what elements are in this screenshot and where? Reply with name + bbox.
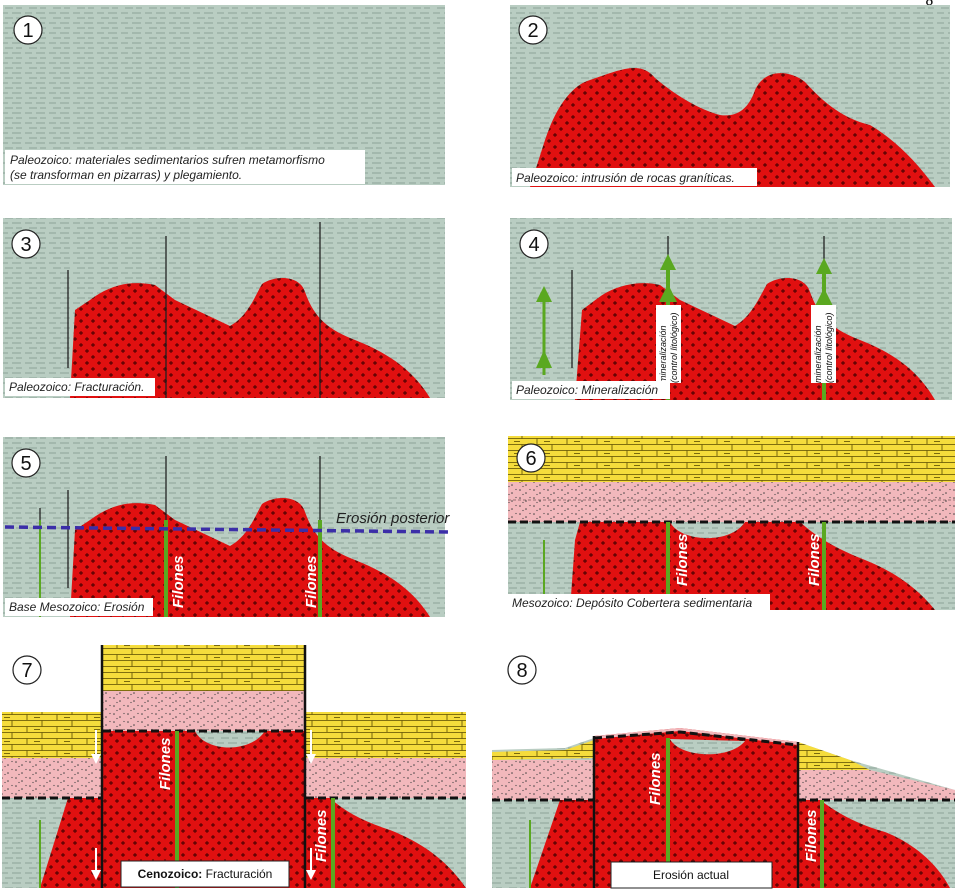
displacement-arrows xyxy=(91,730,316,880)
limestone-layer xyxy=(103,645,305,691)
step-number-badge xyxy=(518,15,548,45)
panel-2: 2 Paleozoico: intrusión de rocas graníti… xyxy=(510,5,950,187)
step-number-badge xyxy=(13,15,43,45)
caption: Cenozoico: Fracturación xyxy=(138,867,273,881)
step-number-badge xyxy=(11,229,41,259)
panel-8: Filones Filones 8 Erosión actual xyxy=(492,655,955,889)
step-number: 1 xyxy=(22,20,33,42)
caption: Paleozoico: Mineralización xyxy=(516,383,658,397)
panel-1: 1 Paleozoico: materiales sedimentarios s… xyxy=(3,5,445,185)
step-number: 7 xyxy=(21,660,32,682)
faults xyxy=(100,645,307,888)
sandstone-layer xyxy=(798,770,955,800)
granite-body xyxy=(2,798,102,888)
caption-box xyxy=(5,378,155,396)
vein-label: Filones xyxy=(674,533,691,586)
granite-body xyxy=(594,728,798,888)
step-number-badge xyxy=(519,229,549,259)
granite-body xyxy=(306,798,466,888)
sandstone-layer xyxy=(2,758,102,798)
sandstone-layer xyxy=(508,482,955,522)
step-number-badge xyxy=(507,655,537,685)
granite-body xyxy=(798,800,950,888)
caption-box xyxy=(512,168,757,186)
caption-box xyxy=(5,598,153,616)
panel-4: mineralización (control litológico) mine… xyxy=(510,218,952,400)
slate-remnant xyxy=(670,522,745,539)
caption-box xyxy=(120,860,290,888)
vein-label: Filones xyxy=(157,737,174,790)
sandstone-remnant xyxy=(594,728,798,745)
caption-bold: Cenozoico: xyxy=(138,867,203,881)
step-number-badge xyxy=(12,655,42,685)
caption: Mesozoico: Depósito Cobertera sedimentar… xyxy=(512,596,752,610)
mineralization-label-right: mineralización (control litológico) xyxy=(811,305,836,383)
caption-line-2: (se transforman en pizarras) y plegamien… xyxy=(10,168,242,182)
caption-line-1: Paleozoico: materiales sedimentarios suf… xyxy=(10,153,325,167)
limestone-layer xyxy=(798,742,870,770)
caption: Paleozoico: Fracturación. xyxy=(9,380,144,394)
panel-3: 3 Paleozoico: Fracturación. xyxy=(3,218,445,398)
step-number: 3 xyxy=(20,234,31,256)
granite-intrusion xyxy=(530,68,935,187)
erosion-line xyxy=(4,525,451,534)
limestone-layer xyxy=(508,436,955,482)
step-number: 2 xyxy=(527,20,538,42)
sandstone-layer xyxy=(103,691,305,731)
granite-body xyxy=(570,522,935,610)
label-line-1: mineralización xyxy=(658,325,668,383)
granite-body xyxy=(70,278,430,398)
mineralization-label-left: mineralización (control litológico) xyxy=(656,305,681,383)
caption-box xyxy=(5,150,365,184)
vein-label: Filones xyxy=(313,809,330,862)
caption-box xyxy=(508,594,770,612)
caption: Erosión actual xyxy=(653,868,729,882)
panel-5: Erosión posterior Filones Filones 5 Base… xyxy=(3,437,450,617)
limestone-layer xyxy=(2,712,102,758)
step-number-badge xyxy=(11,448,41,478)
caption-box xyxy=(610,861,773,889)
step-number: 5 xyxy=(20,453,31,475)
panel-7: Filones Filones 7 Cenozoico: Fracturació… xyxy=(2,645,466,888)
limestone-layer xyxy=(306,712,466,758)
vein-label: Filones xyxy=(170,555,187,608)
faults xyxy=(592,736,800,888)
erosion-label: Erosión posterior xyxy=(336,510,450,527)
label-line-2: (control litológico) xyxy=(824,312,834,383)
caption-rest: Fracturación xyxy=(202,867,272,881)
sandstone-layer xyxy=(306,758,466,798)
fractures xyxy=(67,222,321,398)
limestone-layer xyxy=(492,740,594,760)
vein-label: Filones xyxy=(303,555,320,608)
slate-remnant xyxy=(670,739,745,755)
sandstone-layer xyxy=(492,760,594,800)
caption-box xyxy=(512,381,670,399)
label-line-1: mineralización xyxy=(813,325,823,383)
vein-label: Filones xyxy=(806,533,823,586)
vein-label: Filones xyxy=(647,752,664,805)
step-number: 8 xyxy=(516,660,527,682)
caption: Base Mesozoico: Erosión xyxy=(9,600,145,614)
step-number-badge xyxy=(516,443,546,473)
granite-body xyxy=(492,800,594,888)
caption: Paleozoico: intrusión de rocas granítica… xyxy=(516,171,735,185)
vein-label: Filones xyxy=(803,809,820,862)
step-number: 6 xyxy=(525,448,536,470)
slate-remnant xyxy=(195,731,265,748)
label-line-2: (control litológico) xyxy=(669,312,679,383)
panel-6: Filones Filones 6 Mesozoico: Depósito Co… xyxy=(508,436,955,612)
step-number: 4 xyxy=(528,234,539,256)
